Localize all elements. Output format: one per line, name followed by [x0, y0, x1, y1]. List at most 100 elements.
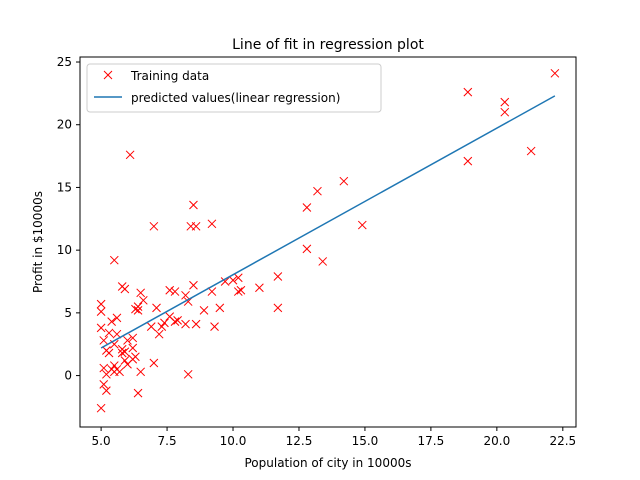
data-point-x-marker [133, 306, 143, 315]
data-point-x-marker [189, 280, 198, 290]
x-tick-label: 7.5 [158, 434, 177, 448]
data-point-x-marker [199, 306, 209, 315]
y-axis-label: Profit in $10000s [31, 191, 45, 293]
chart-title: Line of fit in regression plot [232, 37, 424, 53]
data-point-x-marker [463, 87, 473, 97]
data-point-x-marker [233, 287, 243, 296]
data-point-x-marker [136, 367, 146, 377]
data-point-x-marker [102, 369, 111, 379]
x-tick-label: 22.5 [549, 434, 576, 448]
data-point-x-marker [357, 220, 367, 230]
data-point-x-marker [181, 319, 190, 329]
x-tick-label: 12.5 [286, 434, 313, 448]
regression-line [100, 95, 556, 349]
data-point-x-marker [526, 146, 536, 156]
data-point-x-marker [104, 348, 114, 358]
data-point-x-marker [318, 257, 328, 266]
x-tick-label: 15.0 [352, 434, 379, 448]
data-point-x-marker [109, 367, 119, 377]
data-point-x-marker [339, 176, 349, 186]
data-point-x-marker [138, 295, 148, 305]
data-point-x-marker [133, 302, 143, 311]
data-point-x-marker [233, 273, 243, 283]
legend-box [86, 63, 382, 113]
data-point-x-marker [273, 272, 283, 281]
data-point-x-marker [220, 277, 230, 286]
data-point-x-marker [215, 303, 225, 313]
y-axis-ticks: 0 5 10 15 20 25 [57, 55, 80, 383]
data-point-x-marker [136, 288, 146, 298]
data-point-x-marker [109, 361, 119, 370]
data-point-x-marker [99, 363, 109, 373]
data-point-x-marker [123, 359, 132, 369]
data-point-x-marker [236, 285, 246, 295]
data-point-x-marker [210, 322, 219, 332]
data-point-x-marker [191, 319, 201, 329]
legend-label-predicted-values: predicted values(linear regression) [131, 91, 340, 105]
data-point-x-marker [157, 322, 167, 332]
plot-area [96, 68, 560, 413]
data-point-x-marker [107, 317, 117, 326]
y-tick-label: 15 [57, 180, 72, 194]
data-point-x-marker [146, 322, 156, 332]
data-point-x-marker [117, 348, 127, 358]
data-point-x-marker [149, 358, 159, 368]
data-point-x-marker [173, 316, 182, 325]
x-tick-label: 10.0 [220, 434, 247, 448]
x-axis-ticks: 5.0 7.5 10.0 12.5 15.0 17.5 20.0 22.5 [92, 427, 576, 448]
data-point-x-marker [131, 352, 140, 362]
data-point-x-marker [104, 328, 114, 338]
data-point-x-marker [133, 388, 143, 398]
data-point-x-marker [255, 283, 264, 293]
data-point-x-marker [109, 255, 119, 265]
legend-marker-training-data-icon [103, 70, 113, 80]
data-point-x-marker [120, 284, 130, 294]
data-point-x-marker [165, 285, 175, 295]
data-point-x-marker [99, 380, 109, 389]
legend-label-training-data: Training data [130, 69, 209, 83]
data-point-x-marker [302, 203, 312, 212]
y-tick-label: 20 [57, 118, 72, 132]
data-point-x-marker [120, 347, 130, 357]
data-point-x-marker [96, 403, 106, 413]
data-point-x-marker [191, 221, 201, 231]
y-tick-label: 10 [57, 243, 72, 257]
data-point-x-marker [149, 221, 159, 231]
data-point-x-marker [228, 275, 238, 285]
data-point-x-marker [207, 287, 217, 296]
data-point-x-marker [273, 303, 283, 313]
data-point-x-marker [181, 290, 190, 300]
data-point-x-marker [313, 186, 322, 196]
x-tick-label: 5.0 [92, 434, 111, 448]
x-axis-label: Population of city in 10000s [245, 456, 412, 470]
data-point-x-marker [152, 303, 161, 313]
data-point-x-marker [302, 244, 312, 254]
y-tick-label: 5 [64, 306, 72, 320]
data-point-x-marker [500, 107, 510, 117]
data-point-x-marker [170, 317, 180, 326]
data-point-x-marker [154, 329, 164, 339]
legend: Training data predicted values(linear re… [86, 63, 382, 113]
data-point-x-marker [550, 68, 560, 78]
data-point-x-marker [128, 343, 138, 353]
data-point-x-marker [102, 386, 111, 395]
x-tick-label: 17.5 [418, 434, 445, 448]
data-point-x-marker [96, 299, 106, 309]
data-point-x-marker [128, 333, 138, 343]
axes-frame [79, 56, 577, 428]
data-point-x-marker [99, 336, 109, 345]
data-point-x-marker [170, 287, 180, 296]
data-point-x-marker [183, 369, 193, 379]
data-point-x-marker [189, 200, 198, 210]
data-point-x-marker [500, 97, 510, 107]
data-point-x-marker [123, 336, 132, 345]
data-point-x-marker [96, 323, 106, 333]
data-point-x-marker [207, 219, 217, 229]
data-point-x-marker [96, 307, 106, 316]
x-tick-label: 20.0 [483, 434, 510, 448]
data-point-x-marker [463, 156, 473, 166]
data-point-x-marker [112, 313, 122, 323]
data-point-x-marker [160, 318, 169, 328]
y-tick-label: 25 [57, 55, 72, 69]
